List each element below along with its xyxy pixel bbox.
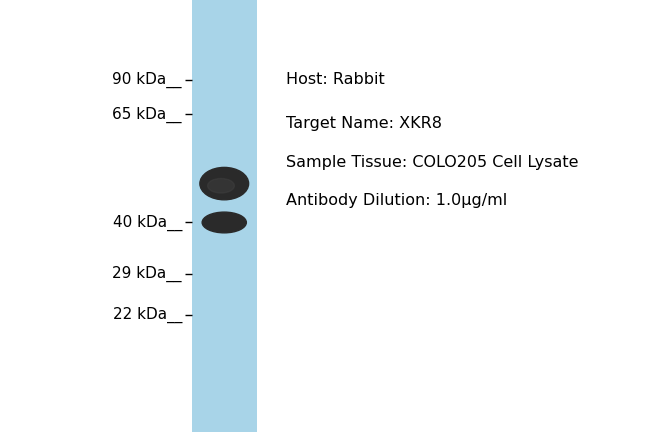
Ellipse shape <box>200 168 248 200</box>
Text: Target Name: XKR8: Target Name: XKR8 <box>286 116 442 130</box>
Text: Sample Tissue: COLO205 Cell Lysate: Sample Tissue: COLO205 Cell Lysate <box>286 155 578 169</box>
Text: 22 kDa__: 22 kDa__ <box>112 307 182 324</box>
Text: Host: Rabbit: Host: Rabbit <box>286 73 385 87</box>
Text: 29 kDa__: 29 kDa__ <box>112 266 182 283</box>
Bar <box>192 0 257 432</box>
Text: 65 kDa__: 65 kDa__ <box>112 106 182 123</box>
Ellipse shape <box>207 178 235 193</box>
Ellipse shape <box>202 212 246 233</box>
Text: 90 kDa__: 90 kDa__ <box>112 72 182 88</box>
Text: Antibody Dilution: 1.0μg/ml: Antibody Dilution: 1.0μg/ml <box>286 194 507 208</box>
Text: 40 kDa__: 40 kDa__ <box>112 214 182 231</box>
